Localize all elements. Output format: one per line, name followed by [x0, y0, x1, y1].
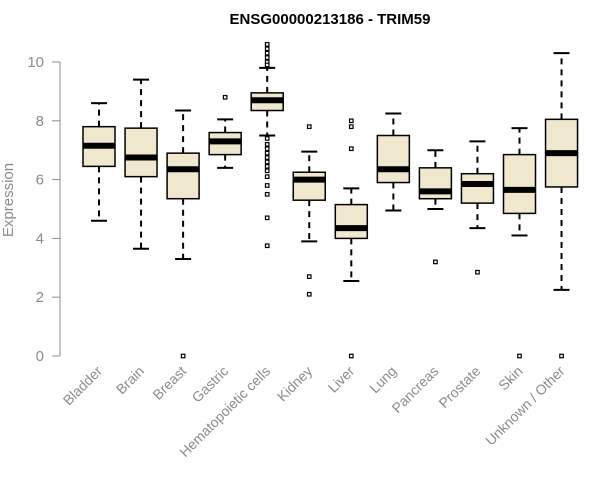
y-tick-label: 10: [27, 54, 44, 71]
outlier-point: [264, 55, 270, 60]
x-tick-label: Lung: [366, 363, 399, 396]
outlier-point: [264, 62, 270, 68]
box-iqr: [460, 172, 495, 204]
outlier-point: [264, 46, 270, 52]
box-iqr: [502, 153, 537, 215]
box-iqr: [334, 203, 369, 240]
x-tick-label: Prostate: [435, 363, 483, 411]
box-iqr: [376, 134, 411, 184]
y-tick-label: 2: [36, 289, 44, 306]
box-group: [292, 124, 326, 297]
outlier-point: [264, 174, 270, 180]
x-tick-label: Pancreas: [388, 363, 441, 416]
outlier-point: [264, 168, 270, 174]
outlier-point: [264, 191, 270, 197]
y-tick-label: 4: [36, 230, 44, 247]
outlier-point: [348, 353, 354, 359]
box-group: [418, 149, 453, 265]
box-iqr: [166, 152, 200, 200]
box-group: [82, 102, 116, 222]
outlier-point: [559, 353, 564, 359]
y-axis-label: Expression: [0, 163, 17, 237]
outlier-point: [264, 42, 270, 47]
outlier-point: [180, 353, 186, 359]
x-tick-label: Kidney: [274, 363, 316, 405]
chart-title: ENSG00000213186 - TRIM59: [230, 11, 431, 28]
box-group: [250, 42, 284, 249]
box-group: [166, 109, 200, 359]
y-tick-label: 6: [36, 172, 44, 189]
box-group: [460, 140, 495, 275]
box-group: [502, 127, 537, 359]
y-axis: 0 2 4 6 8 10: [27, 54, 61, 365]
outlier-point: [264, 146, 270, 152]
x-tick-label: Breast: [149, 363, 189, 403]
y-tick-label: 0: [36, 348, 44, 365]
outlier-point: [264, 164, 270, 169]
outlier-point: [348, 118, 354, 124]
outlier-point: [264, 159, 270, 165]
box-group: [334, 118, 369, 359]
box-iqr: [292, 171, 326, 201]
box-group: [376, 112, 411, 212]
x-tick-label: Brain: [113, 363, 147, 397]
outlier-point: [348, 124, 354, 130]
outlier-point: [433, 259, 438, 265]
outlier-point: [348, 146, 354, 152]
y-tick-label: 8: [36, 113, 44, 130]
outlier-point: [264, 183, 270, 188]
outlier-point: [306, 274, 312, 279]
box-group: [208, 94, 242, 169]
outlier-point: [264, 150, 270, 156]
box-group: [124, 78, 158, 250]
outlier-point: [517, 353, 522, 359]
box-iqr: [124, 127, 158, 178]
outlier-point: [475, 269, 480, 275]
outlier-point: [222, 94, 228, 100]
boxes-layer: [82, 42, 579, 359]
x-tick-label: Unknown / Other: [482, 363, 568, 449]
x-tick-label: Bladder: [60, 363, 106, 409]
x-tick-label: Liver: [325, 363, 358, 396]
outlier-point: [264, 141, 270, 147]
outlier-point: [264, 136, 270, 141]
outlier-point: [306, 291, 312, 297]
outlier-point: [264, 243, 270, 249]
x-tick-label: Skin: [495, 363, 526, 394]
outlier-point: [306, 124, 312, 130]
outlier-point: [264, 50, 270, 56]
box-group: [544, 52, 579, 359]
outlier-point: [264, 155, 270, 160]
outlier-point: [264, 215, 270, 221]
